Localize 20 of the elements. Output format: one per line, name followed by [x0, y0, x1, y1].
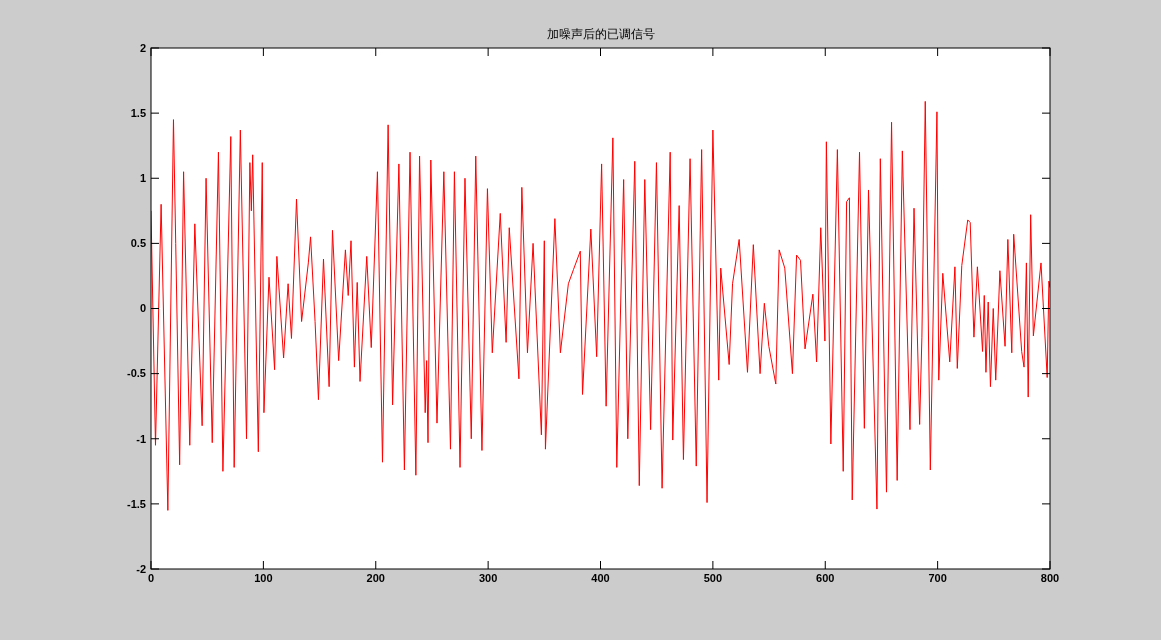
y-tick-label: -2: [136, 562, 146, 575]
line-series: [151, 100, 1050, 511]
y-tick-label: 2: [139, 41, 146, 54]
y-tick-label: -0.5: [127, 367, 146, 380]
y-tick-label: 1: [139, 172, 146, 185]
y-tick-label: 0.5: [130, 237, 146, 250]
y-tick-label: -1.5: [127, 497, 146, 510]
y-tick-label: -1: [136, 432, 146, 445]
x-tick-label: 400: [591, 572, 610, 584]
y-tick-label: 0: [139, 302, 146, 315]
x-tick-label: 300: [478, 572, 498, 584]
x-tick-label: 600: [816, 572, 835, 584]
x-tick-label: 0: [147, 572, 155, 584]
y-tick-label: 1.5: [130, 106, 146, 119]
x-tick-label: 500: [703, 572, 723, 584]
chart-title: 加噪声后的已调信号: [546, 27, 655, 41]
x-tick-label: 100: [254, 572, 273, 584]
x-tick-label: 700: [928, 572, 947, 584]
x-tick-label: 200: [366, 572, 385, 584]
x-tick-label: 800: [1040, 572, 1060, 584]
